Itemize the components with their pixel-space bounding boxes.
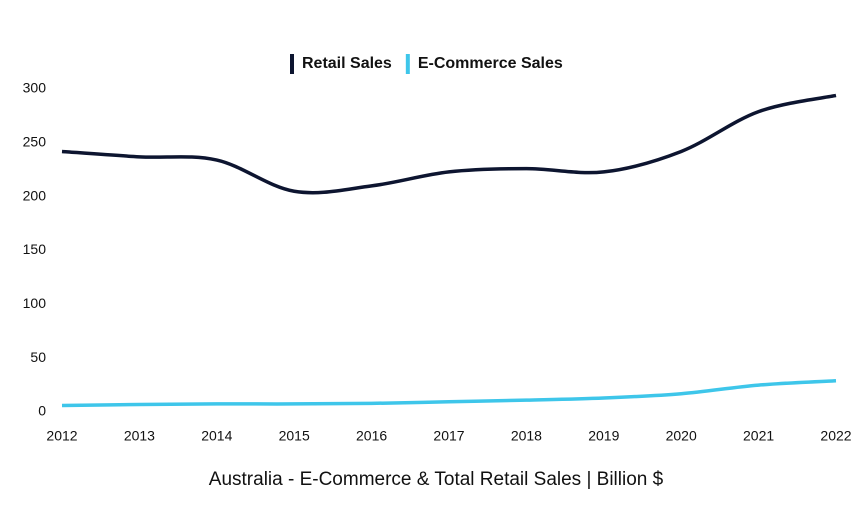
legend-marker <box>290 54 294 74</box>
y-tick-label: 250 <box>23 134 47 150</box>
y-tick-label: 300 <box>23 80 47 96</box>
x-tick-label: 2022 <box>820 428 851 444</box>
legend-label: E-Commerce Sales <box>418 55 563 72</box>
legend-label: Retail Sales <box>302 55 392 72</box>
y-tick-label: 50 <box>30 349 46 365</box>
x-tick-label: 2021 <box>743 428 774 444</box>
line-series <box>61 379 837 408</box>
y-tick-label: 150 <box>23 241 47 257</box>
x-tick-label: 2013 <box>124 428 155 444</box>
chart-title: Australia - E-Commerce & Total Retail Sa… <box>209 469 664 490</box>
line-series <box>61 93 837 195</box>
x-tick-label: 2019 <box>588 428 619 444</box>
x-tick-label: 2014 <box>201 428 232 444</box>
legend-marker <box>405 54 410 74</box>
y-tick-label: 100 <box>23 295 47 311</box>
x-tick-label: 2016 <box>356 428 387 444</box>
x-tick-label: 2012 <box>46 428 77 444</box>
y-tick-label: 0 <box>38 403 46 419</box>
x-tick-label: 2015 <box>279 428 310 444</box>
x-tick-label: 2020 <box>666 428 697 444</box>
y-tick-label: 200 <box>23 187 47 203</box>
x-tick-label: 2017 <box>433 428 464 444</box>
x-tick-label: 2018 <box>511 428 542 444</box>
